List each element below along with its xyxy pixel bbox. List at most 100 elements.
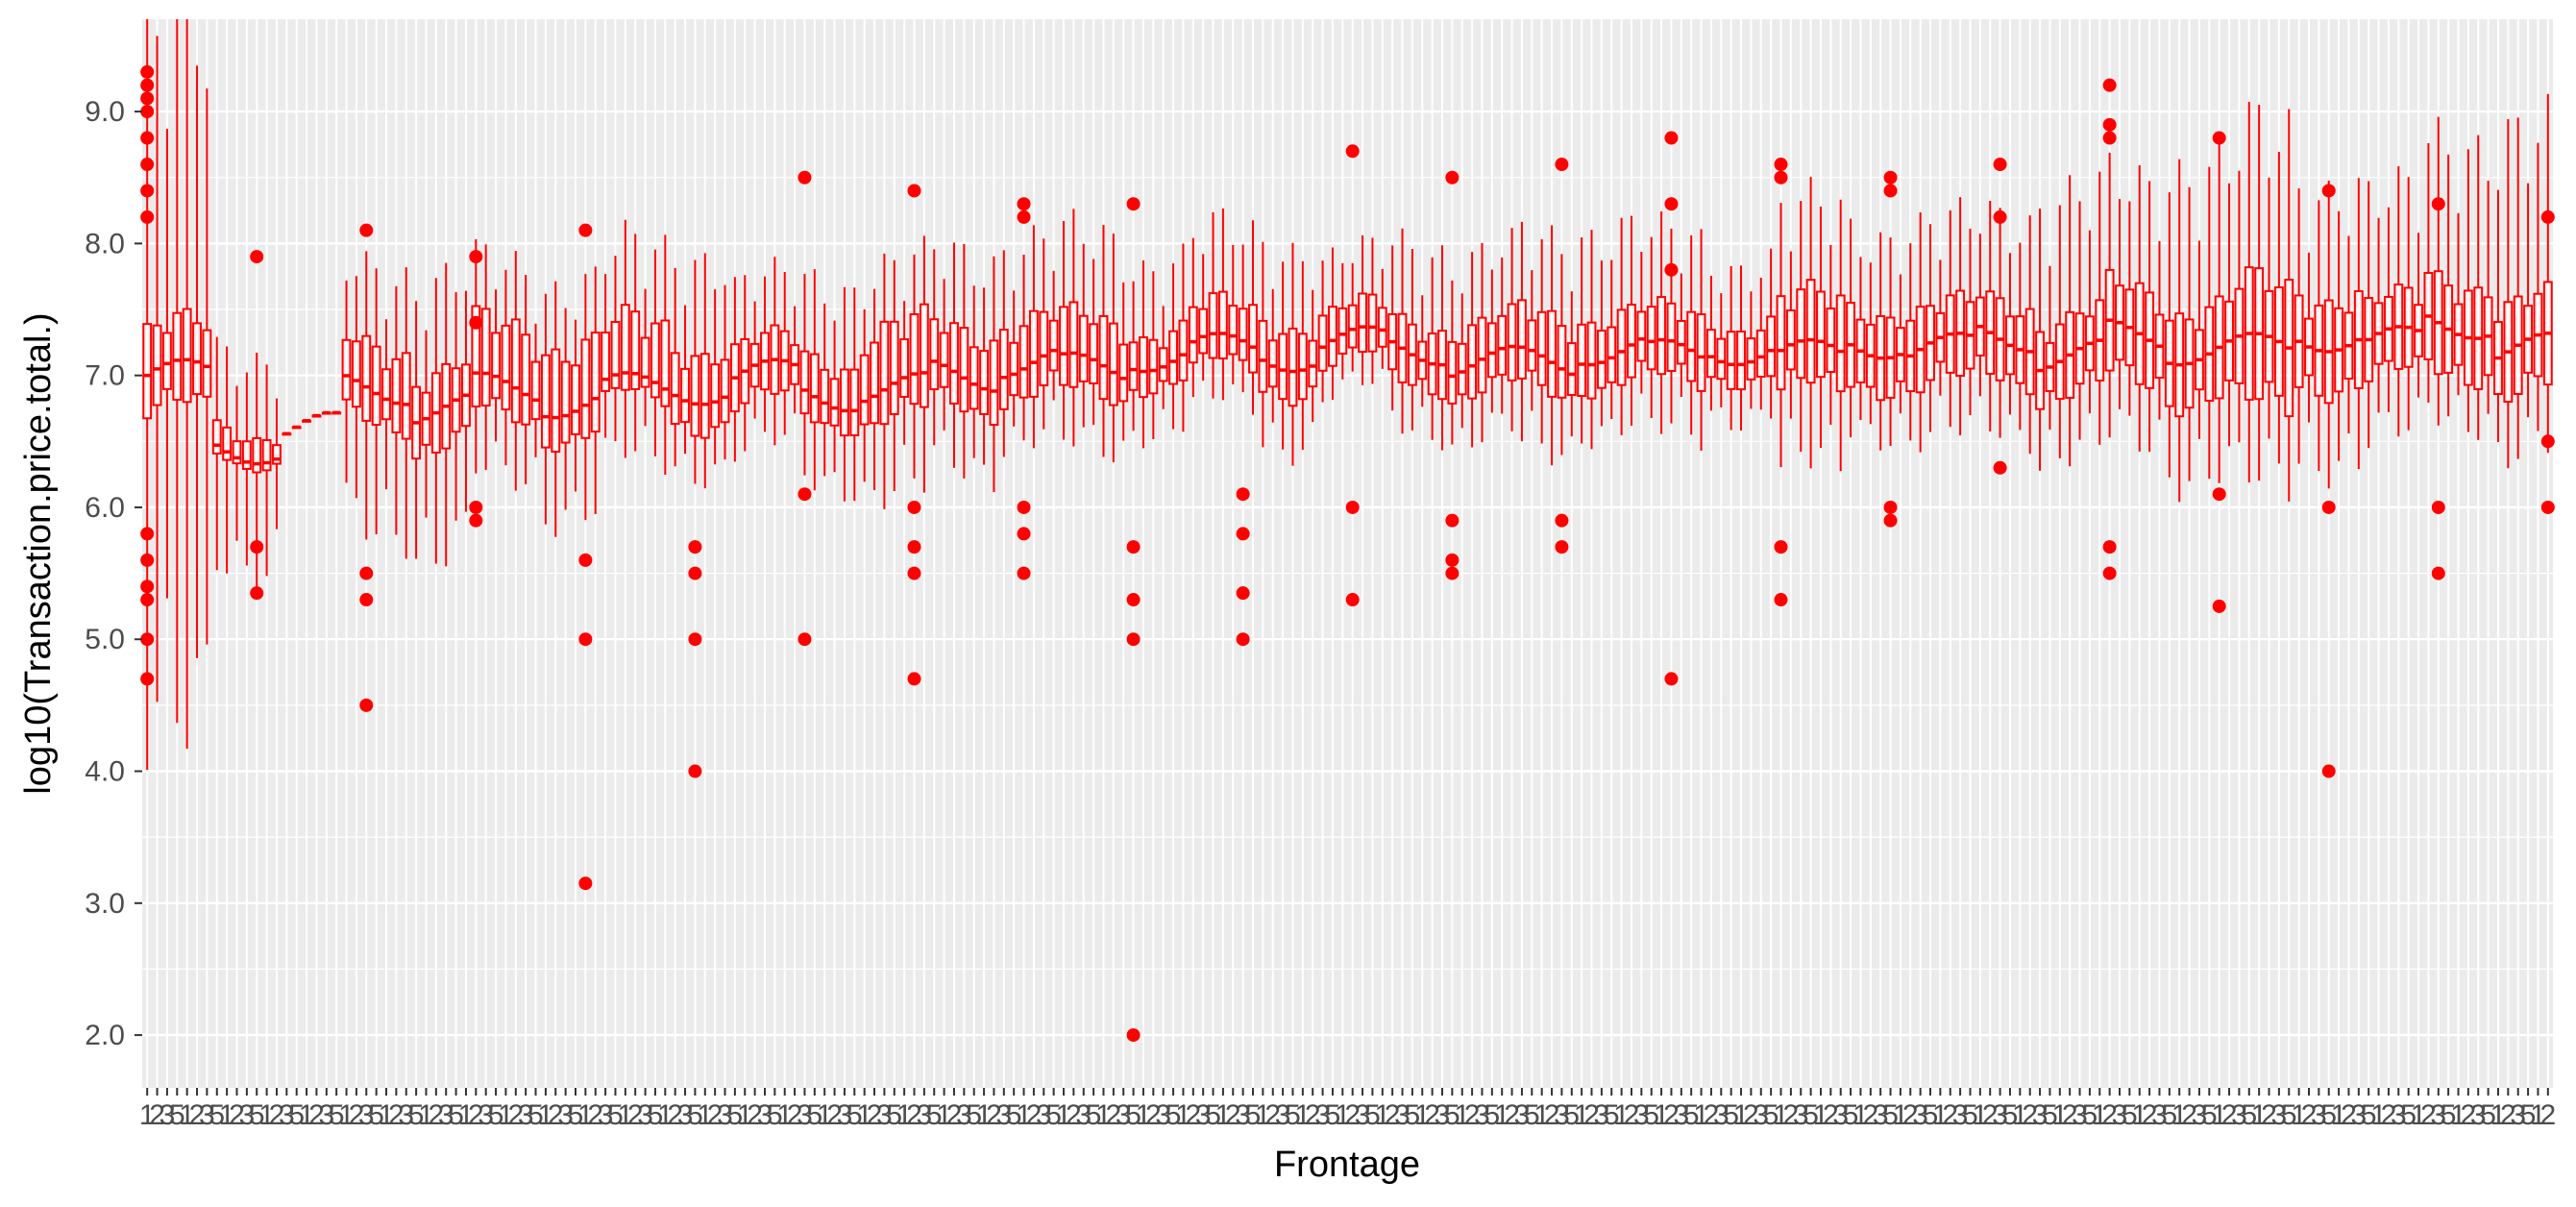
x-tick-label: 2 bbox=[826, 1099, 843, 1131]
x-tick-label: 2 bbox=[1424, 1099, 1440, 1131]
box-category bbox=[2234, 170, 2245, 443]
x-tick-label: 3 bbox=[797, 1099, 813, 1131]
x-tick-label: 1 bbox=[538, 1099, 554, 1131]
boxes-layer bbox=[142, 19, 2553, 771]
x-tick-label: 1 bbox=[179, 1099, 195, 1131]
box-category bbox=[2174, 159, 2185, 503]
box bbox=[1835, 294, 1846, 393]
box-category bbox=[779, 271, 790, 435]
box bbox=[1686, 310, 1697, 382]
box-category bbox=[760, 276, 770, 432]
x-tick-label: 1 bbox=[617, 1099, 633, 1131]
box bbox=[142, 323, 153, 420]
box-category bbox=[161, 129, 172, 599]
box bbox=[1776, 295, 1786, 391]
box-category bbox=[1726, 266, 1736, 431]
outlier-point bbox=[1883, 513, 1898, 528]
outlier-point bbox=[1993, 158, 2007, 172]
box-category bbox=[1317, 260, 1328, 403]
box-category bbox=[1168, 263, 1179, 430]
x-tick-label: 1 bbox=[1852, 1099, 1869, 1131]
box-category bbox=[261, 364, 272, 577]
box bbox=[1078, 314, 1089, 382]
outlier-point bbox=[140, 672, 155, 686]
box bbox=[1059, 306, 1068, 386]
outlier-point bbox=[1017, 209, 1031, 224]
outlier-point bbox=[469, 513, 483, 528]
box-category bbox=[361, 251, 372, 540]
x-tick-label: 5 bbox=[1563, 1099, 1580, 1131]
box-category bbox=[1068, 209, 1079, 447]
outlier-point bbox=[1445, 513, 1460, 528]
box-category bbox=[1039, 238, 1049, 430]
x-tick-label: 2 bbox=[1106, 1099, 1122, 1131]
x-tick-label: 1 bbox=[338, 1099, 355, 1131]
y-tick-label: 4.0 bbox=[85, 756, 125, 788]
x-tick-label: 1 bbox=[896, 1099, 913, 1131]
outlier-point bbox=[688, 632, 702, 647]
box-category bbox=[2115, 199, 2124, 409]
x-tick-label: 3 bbox=[1155, 1099, 1171, 1131]
box bbox=[1696, 313, 1706, 392]
box bbox=[1377, 307, 1387, 348]
box-category bbox=[2314, 200, 2324, 472]
box-category bbox=[1805, 177, 1816, 469]
box-category bbox=[1198, 254, 1209, 382]
box bbox=[1766, 315, 1777, 378]
outlier-point bbox=[2212, 131, 2226, 145]
outlier-point bbox=[469, 250, 483, 264]
outlier-point bbox=[1774, 540, 1788, 554]
box-category bbox=[2523, 183, 2534, 418]
box-category bbox=[441, 262, 452, 567]
box-category bbox=[1139, 260, 1148, 449]
panel-background bbox=[142, 19, 2553, 1088]
box-category bbox=[282, 431, 292, 436]
box bbox=[1188, 306, 1198, 364]
box bbox=[998, 329, 1009, 410]
outlier-point bbox=[2102, 566, 2117, 580]
x-tick-label: 3 bbox=[1873, 1099, 1889, 1131]
x-tick-label: 2 bbox=[1026, 1099, 1043, 1131]
outlier-point bbox=[2321, 184, 2336, 198]
box-category bbox=[879, 253, 890, 509]
box-category bbox=[1217, 208, 1228, 401]
x-tick-label: 5 bbox=[966, 1099, 982, 1131]
box bbox=[899, 338, 910, 398]
box-category bbox=[2353, 178, 2364, 470]
box-category bbox=[2184, 186, 2195, 481]
x-tick-label: 3 bbox=[2192, 1099, 2208, 1131]
x-tick-label: 3 bbox=[1275, 1099, 1291, 1131]
box-category bbox=[1048, 270, 1059, 401]
box-category bbox=[1826, 245, 1836, 425]
outlier-point bbox=[1664, 131, 1679, 145]
x-tick-label: 2 bbox=[2381, 1099, 2397, 1131]
outlier-point bbox=[140, 64, 155, 79]
box bbox=[1736, 330, 1746, 391]
x-tick-label: 5 bbox=[2201, 1099, 2218, 1131]
x-tick-label: 2 bbox=[2500, 1099, 2516, 1131]
box bbox=[1607, 326, 1617, 383]
box bbox=[799, 350, 810, 415]
box-category bbox=[560, 308, 571, 510]
x-tick-label: 1 bbox=[817, 1099, 833, 1131]
x-tick-label: 2 bbox=[308, 1099, 325, 1131]
x-tick-label: 2 bbox=[1823, 1099, 1839, 1131]
x-axis: 1235123512351235123512351235123512351235… bbox=[139, 1088, 2556, 1131]
x-tick-label: 2 bbox=[867, 1099, 883, 1131]
x-tick-label: 5 bbox=[1086, 1099, 1102, 1131]
outlier-point bbox=[140, 158, 155, 172]
box bbox=[1616, 308, 1627, 386]
x-tick-label: 5 bbox=[806, 1099, 822, 1131]
box bbox=[720, 358, 730, 424]
box-category bbox=[660, 234, 671, 476]
x-tick-label: 5 bbox=[2082, 1099, 2098, 1131]
x-tick-label: 3 bbox=[995, 1099, 1012, 1131]
box-category bbox=[939, 279, 949, 431]
x-tick-label: 3 bbox=[677, 1099, 694, 1131]
x-tick-label: 5 bbox=[1524, 1099, 1540, 1131]
outlier-point bbox=[1664, 197, 1679, 211]
box-category bbox=[640, 288, 650, 427]
x-tick-label: 5 bbox=[2161, 1099, 2177, 1131]
x-tick-label: 5 bbox=[2520, 1099, 2537, 1131]
